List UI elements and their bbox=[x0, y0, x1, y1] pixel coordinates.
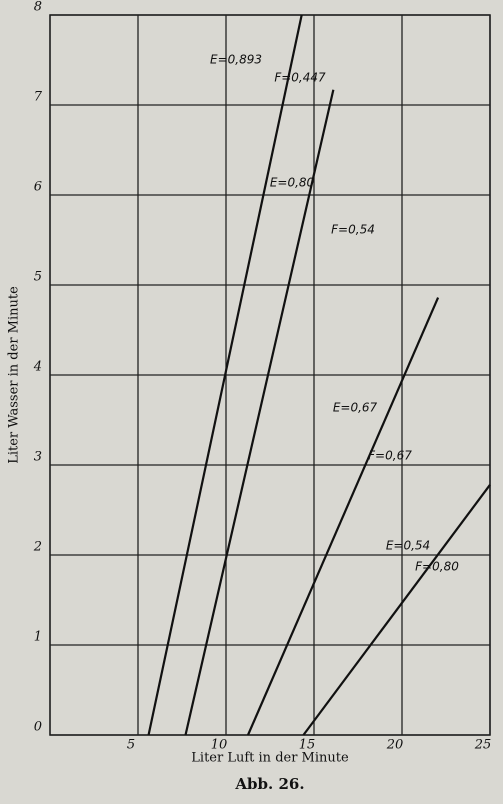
x-tick-label: 25 bbox=[474, 738, 492, 753]
line bbox=[147, 14, 303, 736]
y-axis-label: Liter Wasser in der Minute bbox=[7, 286, 22, 464]
x-axis-label: Liter Luft in der Minute bbox=[191, 751, 349, 766]
line bbox=[184, 89, 335, 736]
line bbox=[302, 484, 491, 736]
annotation: F=0,80 bbox=[415, 560, 459, 574]
x-tick-label: 15 bbox=[299, 738, 316, 753]
y-tick-label: 6 bbox=[34, 180, 42, 195]
annotation: E=0,67 bbox=[333, 401, 378, 415]
annotation: F=0,54 bbox=[331, 223, 375, 237]
x-tick-label: 5 bbox=[127, 738, 135, 753]
annotation: E=0,54 bbox=[386, 539, 430, 553]
x-tick-label: 10 bbox=[211, 738, 228, 753]
chart-title: Abb. 26. bbox=[234, 775, 304, 793]
y-tick-label: 5 bbox=[34, 270, 42, 285]
y-tick-label: 3 bbox=[34, 450, 42, 465]
annotation: E=0,80 bbox=[270, 176, 315, 190]
y-tick-label: 4 bbox=[33, 360, 42, 375]
y-tick-label: 2 bbox=[33, 540, 42, 555]
y-tick-label: 1 bbox=[34, 630, 42, 645]
annotation: F=0,67 bbox=[368, 449, 412, 463]
annotation: F=0,447 bbox=[274, 71, 326, 85]
line bbox=[246, 297, 440, 736]
y-tick-label: 8 bbox=[34, 0, 42, 15]
y-tick-label: 7 bbox=[34, 90, 43, 105]
annotation: E=0,893 bbox=[210, 53, 262, 67]
x-tick-label: 20 bbox=[386, 738, 404, 753]
y-tick-label: 0 bbox=[34, 720, 42, 735]
